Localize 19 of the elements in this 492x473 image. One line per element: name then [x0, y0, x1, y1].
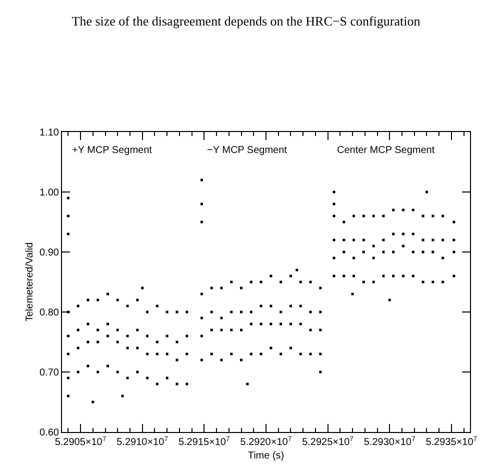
x-tick-label: 5.2910×10$^{7}$	[116, 436, 168, 448]
x-axis-title: Time (s)	[248, 450, 284, 462]
y-tick-label: 1.00	[40, 188, 60, 198]
x-tick-label: 5.2915×10$^{7}$	[178, 436, 230, 448]
y-tick-label: 0.80	[40, 308, 60, 318]
x-tick-label: 5.2925×10$^{7}$	[302, 436, 354, 448]
annotation: Center MCP Segment	[337, 145, 435, 156]
y-tick-label: 0.90	[40, 248, 60, 258]
x-tick-label: 5.2920×10$^{7}$	[240, 436, 292, 448]
chart-title: The size of the disagreement depends on the HRC−S configuration	[72, 14, 421, 29]
y-tick-label: 0.60	[40, 428, 60, 438]
x-tick-label: 5.2905×10$^{7}$	[54, 436, 106, 448]
x-tick-label: 5.2930×10$^{7}$	[364, 436, 416, 448]
annotation: −Y MCP Segment	[207, 145, 288, 156]
y-axis-title: Telemetered/Valid	[24, 242, 36, 322]
annotation: +Y MCP Segment	[72, 145, 152, 156]
y-tick-label: 0.70	[40, 368, 60, 378]
y-tick-label: 1.10	[40, 128, 60, 138]
x-tick-label: 5.2935×10$^{7}$	[426, 436, 478, 448]
